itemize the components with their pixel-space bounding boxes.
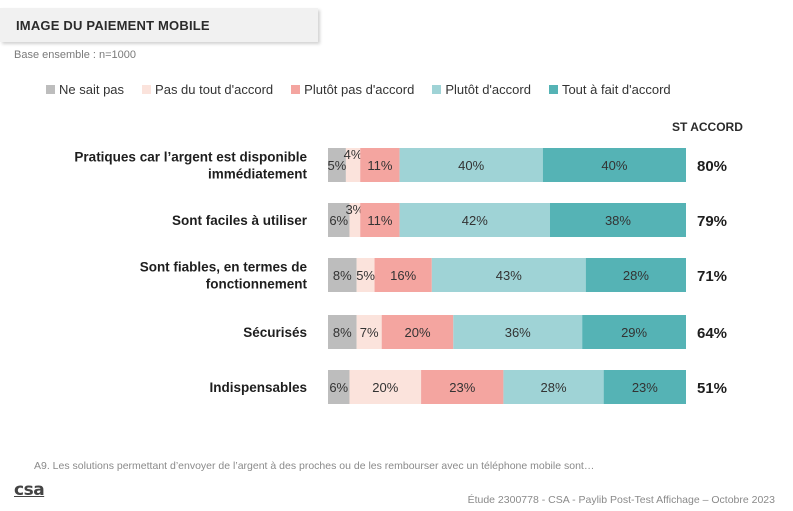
bar-value-label: 38% [605,213,631,228]
st-accord-value: 51% [697,380,727,397]
bar-value-label: 42% [462,213,488,228]
base-note: Base ensemble : n=1000 [14,49,137,61]
bar-segment [349,370,422,404]
bar-segment [328,148,346,182]
bar-value-label: 5% [356,268,375,283]
bar-segment [381,315,454,349]
bar-value-label: 7% [360,325,379,340]
legend-swatch [291,85,301,94]
legend-swatch [548,85,558,94]
bar-segment [360,203,400,237]
legend-item: Tout à fait d'accord [548,82,671,97]
bar-value-label: 8% [333,268,352,283]
st-accord-header: ST ACCORD [672,120,743,134]
bar-value-label: 8% [333,325,352,340]
bar-value-label: 20% [372,380,398,395]
bar-value-label: 11% [367,158,392,173]
bar-value-label: 36% [505,325,531,340]
legend-swatch [46,85,55,94]
category-label: Indispensables [209,380,307,395]
bar-segment [356,315,382,349]
bar-segment [421,370,504,404]
bar-value-label: 43% [496,268,522,283]
legend-label: Ne sait pas [59,82,125,97]
legend-label: Tout à fait d'accord [561,82,671,97]
bar-value-label: 40% [601,158,627,173]
source-note: Étude 2300778 - CSA - Paylib Post-Test A… [467,494,775,506]
st-accord-value: 80% [697,158,727,175]
category-label: Pratiques car l’argent est disponible imm… [74,150,307,182]
st-accord-value: 71% [697,268,727,285]
bar-segment [503,370,604,404]
st-accord-value: 64% [697,325,727,342]
bar-segment [360,148,400,182]
csa-logo: csa [14,480,45,500]
legend: Ne sait pas Pas du tout d'accord Plutôt … [46,82,689,97]
bar-value-label: 3% [345,202,364,217]
bar-value-label: 6% [329,380,348,395]
bar-segment [328,258,357,292]
category-label: Sécurisés [243,325,307,340]
bar-value-label: 6% [329,213,348,228]
bar-segment [345,148,361,182]
bar-segment [603,370,686,404]
bar-value-label: 23% [632,380,658,395]
category-label: Sont faciles à utiliser [172,213,308,228]
bar-value-label: 28% [541,380,567,395]
legend-label: Pas du tout d'accord [155,82,274,97]
bar-value-label: 23% [449,380,475,395]
bar-value-label: 40% [458,158,484,173]
legend-item: Plutôt d'accord [432,82,531,97]
bar-segment [542,148,686,182]
bar-value-label: 28% [623,268,649,283]
bar-segment [399,148,543,182]
bar-segment [585,258,686,292]
legend-label: Plutôt pas d'accord [304,82,415,97]
bar-value-label: 5% [328,158,347,173]
bar-segment [328,315,357,349]
bar-value-label: 4% [344,147,363,162]
bar-segment [349,203,361,237]
legend-label: Plutôt d'accord [445,82,531,97]
category-label: Sont fiables, en termes de fonctionnement [140,260,308,292]
bar-segment [399,203,550,237]
bar-value-label: 20% [404,325,430,340]
legend-swatch [432,85,442,94]
bar-segment [431,258,586,292]
legend-item: Ne sait pas [46,82,124,97]
bar-value-label: 29% [621,325,647,340]
bar-segment [328,203,350,237]
legend-swatch [142,85,152,94]
bar-segment [582,315,686,349]
bar-segment [453,315,583,349]
bar-segment [356,258,375,292]
question-footnote: A9. Les solutions permettant d’envoyer d… [34,460,595,472]
bar-value-label: 16% [390,268,416,283]
legend-item: Pas du tout d'accord [142,82,273,97]
legend-item: Plutôt pas d'accord [291,82,414,97]
st-accord-value: 79% [697,213,727,230]
title-box: IMAGE DU PAIEMENT MOBILE [0,8,318,42]
bar-segment [549,203,686,237]
bar-segment [328,370,350,404]
bar-segment [374,258,432,292]
page-title: IMAGE DU PAIEMENT MOBILE [16,18,210,33]
bar-value-label: 11% [367,213,392,228]
